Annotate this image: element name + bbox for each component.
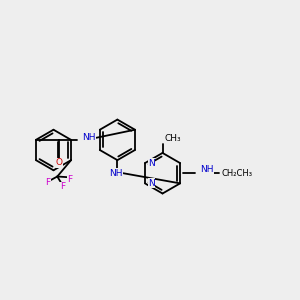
Text: CH₃: CH₃ (164, 134, 181, 143)
Text: N: N (148, 159, 155, 168)
Text: NH: NH (109, 169, 122, 178)
Text: NH: NH (82, 133, 95, 142)
Text: F: F (60, 182, 65, 191)
Text: O: O (56, 158, 63, 167)
Text: CH₂CH₃: CH₂CH₃ (221, 169, 252, 178)
Text: F: F (45, 178, 50, 187)
Text: NH: NH (200, 166, 213, 175)
Text: F: F (67, 175, 72, 184)
Text: N: N (148, 179, 155, 188)
